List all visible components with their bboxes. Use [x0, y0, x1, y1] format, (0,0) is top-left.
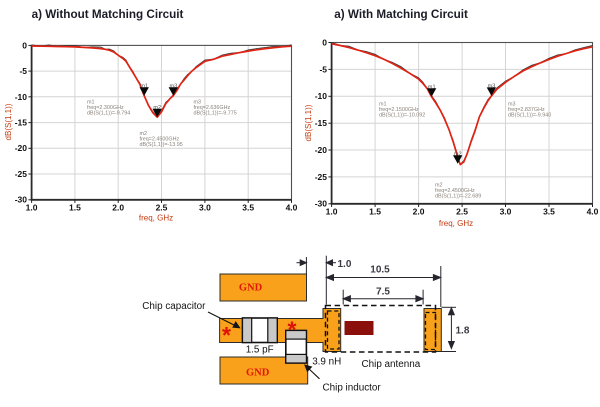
svg-text:dB(S(1,1)): dB(S(1,1)) — [4, 103, 13, 140]
svg-text:3.0: 3.0 — [199, 202, 211, 212]
svg-text:dB(S(1,1))=-9.794: dB(S(1,1))=-9.794 — [87, 110, 130, 116]
svg-text:m1: m1 — [140, 83, 148, 89]
svg-text:-15: -15 — [315, 118, 328, 128]
svg-text:7.5: 7.5 — [376, 286, 390, 297]
svg-text:-10: -10 — [315, 91, 328, 101]
svg-text:-30: -30 — [15, 195, 28, 205]
svg-text:m1: m1 — [87, 99, 95, 105]
svg-text:Chip capacitor: Chip capacitor — [142, 301, 206, 312]
svg-text:freq, GHz: freq, GHz — [139, 214, 173, 223]
svg-text:m3: m3 — [170, 83, 178, 89]
svg-text:Chip antenna: Chip antenna — [362, 359, 421, 370]
svg-text:-5: -5 — [19, 66, 27, 76]
svg-text:3.0: 3.0 — [500, 207, 512, 217]
svg-text:m2: m2 — [435, 182, 443, 188]
svg-text:2.0: 2.0 — [112, 202, 124, 212]
svg-text:m3: m3 — [194, 99, 202, 105]
svg-text:3.5: 3.5 — [543, 207, 555, 217]
svg-text:-25: -25 — [315, 172, 328, 182]
svg-text:dB(S(1,1))=-13.95: dB(S(1,1))=-13.95 — [140, 142, 183, 148]
svg-text:dB(S(1,1))=-22.689: dB(S(1,1))=-22.689 — [435, 193, 481, 199]
svg-text:3.9 nH: 3.9 nH — [312, 356, 341, 367]
svg-text:1.5 pF: 1.5 pF — [246, 345, 274, 356]
svg-text:m2: m2 — [153, 105, 161, 111]
svg-text:-20: -20 — [15, 143, 28, 153]
svg-text:*: * — [288, 317, 297, 343]
svg-text:1.0: 1.0 — [326, 207, 338, 217]
svg-text:Chip inductor: Chip inductor — [323, 383, 382, 394]
svg-text:4.0: 4.0 — [286, 202, 298, 212]
svg-text:3.5: 3.5 — [242, 202, 254, 212]
svg-text:GND: GND — [246, 368, 270, 379]
svg-text:2.0: 2.0 — [413, 207, 425, 217]
svg-text:a) With Matching Circuit: a) With Matching Circuit — [334, 8, 468, 21]
svg-text:-30: -30 — [315, 199, 328, 209]
svg-text:-25: -25 — [15, 169, 28, 179]
svg-text:m3: m3 — [488, 84, 496, 90]
svg-text:1.5: 1.5 — [369, 207, 381, 217]
svg-text:m1: m1 — [428, 84, 436, 90]
svg-text:0: 0 — [322, 37, 327, 47]
svg-text:dB(S(1,1)): dB(S(1,1)) — [304, 104, 313, 141]
svg-text:0: 0 — [22, 40, 27, 50]
svg-text:4.0: 4.0 — [587, 207, 599, 217]
svg-text:m3: m3 — [508, 102, 516, 108]
svg-text:1.0: 1.0 — [338, 259, 352, 270]
svg-text:2.5: 2.5 — [156, 202, 168, 212]
svg-text:m1: m1 — [379, 102, 387, 108]
svg-text:1.5: 1.5 — [69, 202, 81, 212]
svg-text:-15: -15 — [15, 118, 28, 128]
svg-text:m2: m2 — [140, 131, 148, 137]
svg-text:a) Without Matching Circuit: a) Without Matching Circuit — [32, 8, 184, 21]
svg-text:freq=2.1500GHz: freq=2.1500GHz — [379, 107, 419, 113]
svg-text:-10: -10 — [15, 92, 28, 102]
svg-text:freq, GHz: freq, GHz — [439, 219, 473, 228]
svg-text:dB(S(1,1))=-9.940: dB(S(1,1))=-9.940 — [508, 113, 551, 119]
svg-text:-20: -20 — [315, 145, 328, 155]
svg-text:dB(S(1,1))=-9.775: dB(S(1,1))=-9.775 — [194, 110, 237, 116]
svg-text:GND: GND — [239, 283, 263, 294]
svg-text:freq=2.300GHz: freq=2.300GHz — [87, 105, 124, 111]
svg-text:freq=2.4500GHz: freq=2.4500GHz — [140, 136, 180, 142]
svg-text:*: * — [222, 322, 231, 348]
svg-text:m2: m2 — [454, 151, 462, 157]
svg-text:freq=2.4500GHz: freq=2.4500GHz — [435, 188, 475, 194]
svg-text:freq=2.837GHz: freq=2.837GHz — [508, 107, 545, 113]
svg-text:dB(S(1,1))=-10.092: dB(S(1,1))=-10.092 — [379, 113, 425, 119]
svg-text:-5: -5 — [319, 64, 327, 74]
svg-text:10.5: 10.5 — [370, 264, 390, 275]
svg-text:2.5: 2.5 — [456, 207, 468, 217]
svg-text:freq=2.636GHz: freq=2.636GHz — [194, 105, 231, 111]
svg-text:1.0: 1.0 — [26, 202, 38, 212]
svg-text:1.8: 1.8 — [456, 326, 470, 337]
